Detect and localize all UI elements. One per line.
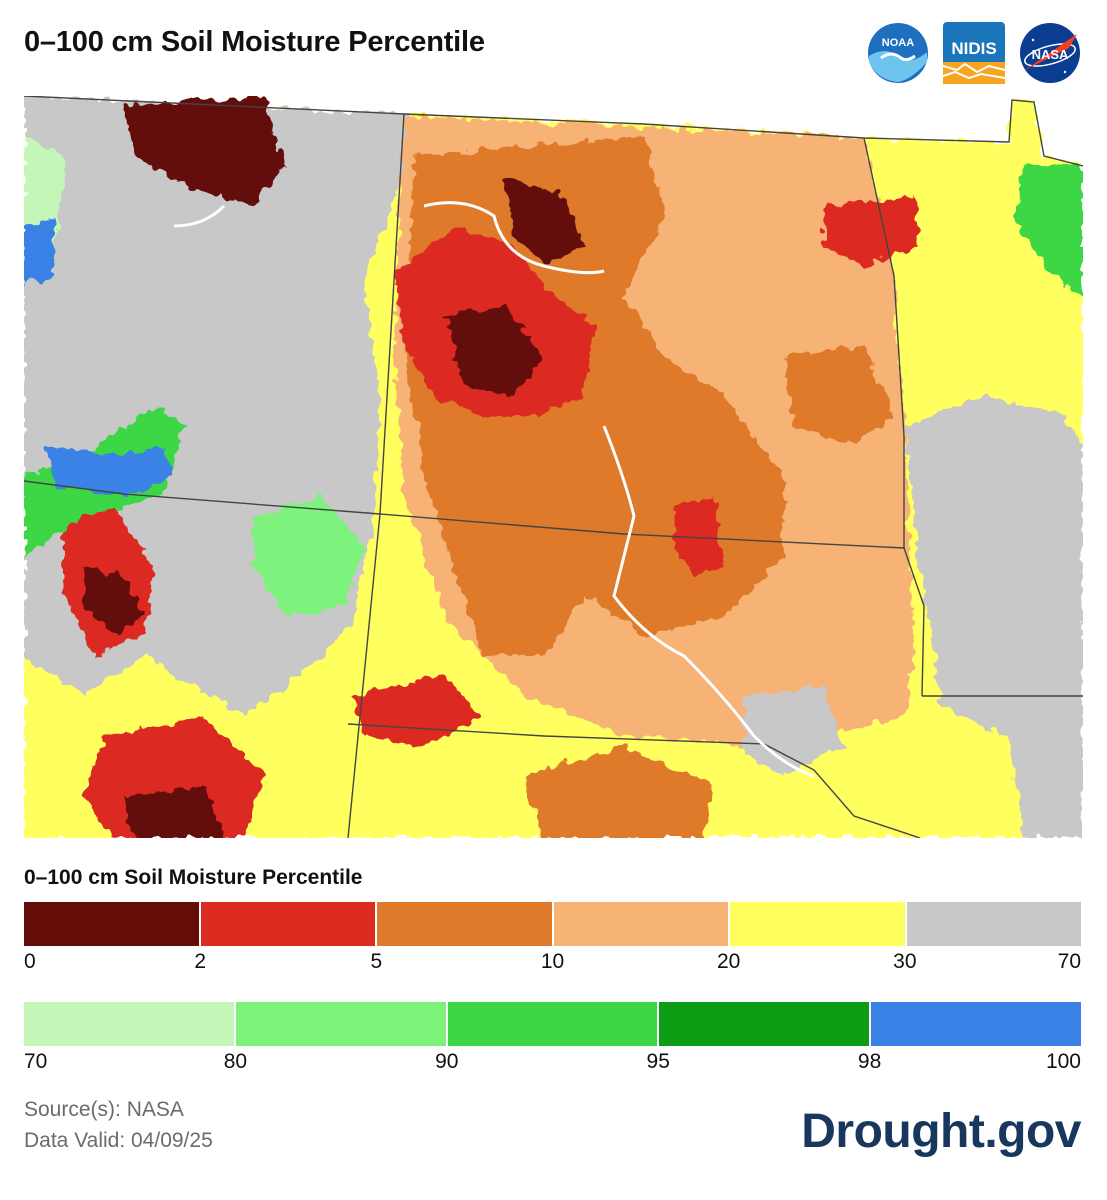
legend-title: 0–100 cm Soil Moisture Percentile [24, 866, 363, 889]
source-info: Source(s): NASA Data Valid: 04/09/25 [24, 1094, 213, 1156]
wet-tick-0: 70 [24, 1050, 48, 1073]
dry-tick-2: 5 [370, 950, 383, 973]
svg-text:NOAA: NOAA [882, 37, 914, 49]
region-gray-se [1004, 696, 1083, 838]
region-red-mid [674, 496, 724, 576]
region-darkred-nw [124, 96, 284, 206]
partner-logos: NOAA NIDIS NASA [867, 22, 1081, 84]
region-green-ne [1014, 166, 1083, 296]
source-text: Source(s): NASA [24, 1098, 184, 1121]
wet-swatch-1 [235, 1002, 448, 1046]
dry-swatch-4 [730, 902, 907, 946]
dry-swatch-3 [553, 902, 730, 946]
dry-tick-1: 2 [194, 950, 206, 973]
region-orange-east [784, 346, 894, 446]
dry-tick-0: 0 [24, 950, 36, 973]
wet-swatch-0 [24, 1002, 236, 1046]
dry-swatch-2 [377, 902, 554, 946]
region-yellow-se [924, 696, 1014, 838]
wet-tick-3: 95 [646, 1050, 670, 1073]
region-orange-south [524, 746, 714, 838]
wet-tick-1: 80 [223, 1050, 248, 1073]
map-canvas [24, 96, 1083, 838]
drought-gov-brand[interactable]: Drought.gov [801, 1105, 1081, 1158]
data-valid-text: Data Valid: 04/09/25 [24, 1129, 213, 1152]
region-red-east [824, 196, 919, 266]
dry-tick-6: 70 [1057, 950, 1081, 973]
page-title: 0–100 cm Soil Moisture Percentile [24, 26, 485, 58]
wet-tick-2: 90 [435, 1050, 459, 1073]
soil-moisture-map [24, 96, 1083, 838]
dry-scale-ticks: 0 2 5 10 20 30 70 [24, 950, 1081, 976]
wet-color-scale [24, 1002, 1081, 1046]
region-darkred-core [444, 306, 544, 396]
state-borders [24, 96, 1083, 838]
svg-text:NASA: NASA [1032, 47, 1069, 62]
region-darkred-north [504, 176, 584, 266]
wet-swatch-3 [659, 1002, 872, 1046]
wet-tick-4: 98 [857, 1050, 882, 1073]
nidis-logo: NIDIS [943, 22, 1005, 84]
region-darkred-west [84, 566, 144, 636]
dry-swatch-5 [906, 902, 1081, 946]
dry-tick-4: 20 [716, 950, 741, 973]
rivers [173, 201, 815, 778]
region-green-light [254, 496, 364, 616]
svg-text:NIDIS: NIDIS [951, 39, 996, 58]
region-darkred-sw [124, 786, 224, 838]
wet-swatch-2 [447, 1002, 660, 1046]
nasa-logo: NASA [1020, 23, 1080, 83]
wet-scale-ticks: 70 80 90 95 98 100 [24, 1050, 1081, 1076]
dry-swatch-0 [24, 902, 201, 946]
region-gray-south [744, 686, 844, 776]
region-blue-west [44, 446, 174, 496]
dry-tick-5: 30 [893, 950, 917, 973]
wet-tick-5: 100 [1045, 1050, 1081, 1073]
noaa-logo: NOAA [868, 23, 928, 83]
wet-swatch-4 [871, 1002, 1081, 1046]
dry-swatch-1 [200, 902, 377, 946]
region-red-south [354, 676, 484, 746]
region-blue-nw [24, 216, 54, 286]
dry-tick-3: 10 [540, 950, 565, 973]
region-gray-east [904, 396, 1083, 736]
dry-color-scale [24, 902, 1081, 946]
